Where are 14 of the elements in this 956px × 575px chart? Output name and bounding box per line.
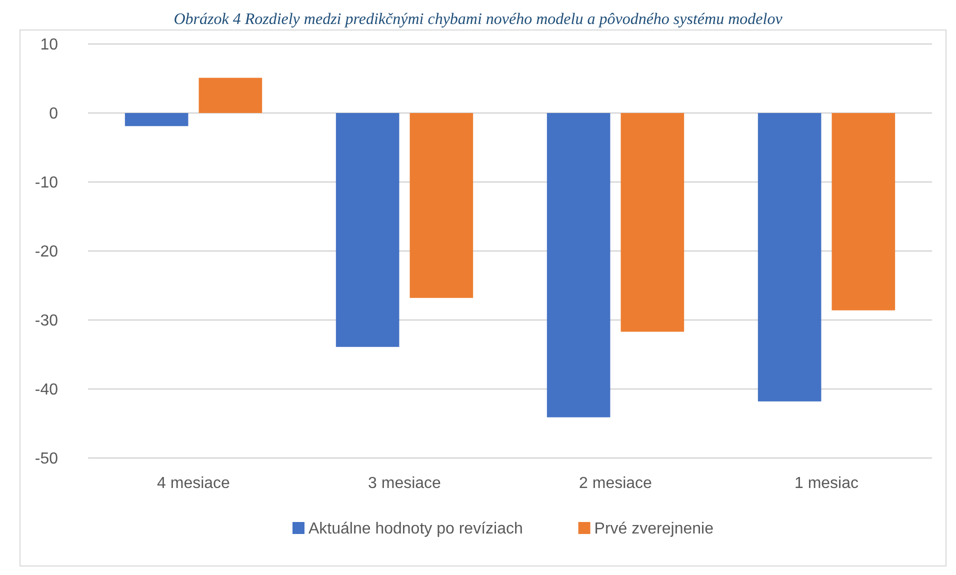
y-tick-label: 10 xyxy=(40,36,58,54)
x-tick-label: 4 mesiace xyxy=(157,475,230,492)
y-tick-label: -50 xyxy=(34,450,58,468)
x-tick-label: 3 mesiace xyxy=(368,475,442,492)
y-tick-label: -10 xyxy=(34,174,58,192)
legend-label: Aktuálne hodnoty po revíziach xyxy=(308,520,523,538)
x-tick-label: 1 mesiac xyxy=(794,475,859,492)
y-tick-label: -30 xyxy=(34,312,58,330)
x-tick-label: 2 mesiace xyxy=(579,475,652,492)
chart-title: Obrázok 4 Rozdiely medzi predikčnými chybami nového modelu a pôvodného systému modelov xyxy=(174,11,784,28)
y-tick-label: 0 xyxy=(49,106,58,123)
y-tick-label: -40 xyxy=(34,382,58,399)
legend-label: Prvé zverejnenie xyxy=(594,520,714,538)
y-tick-label: -20 xyxy=(34,244,58,261)
